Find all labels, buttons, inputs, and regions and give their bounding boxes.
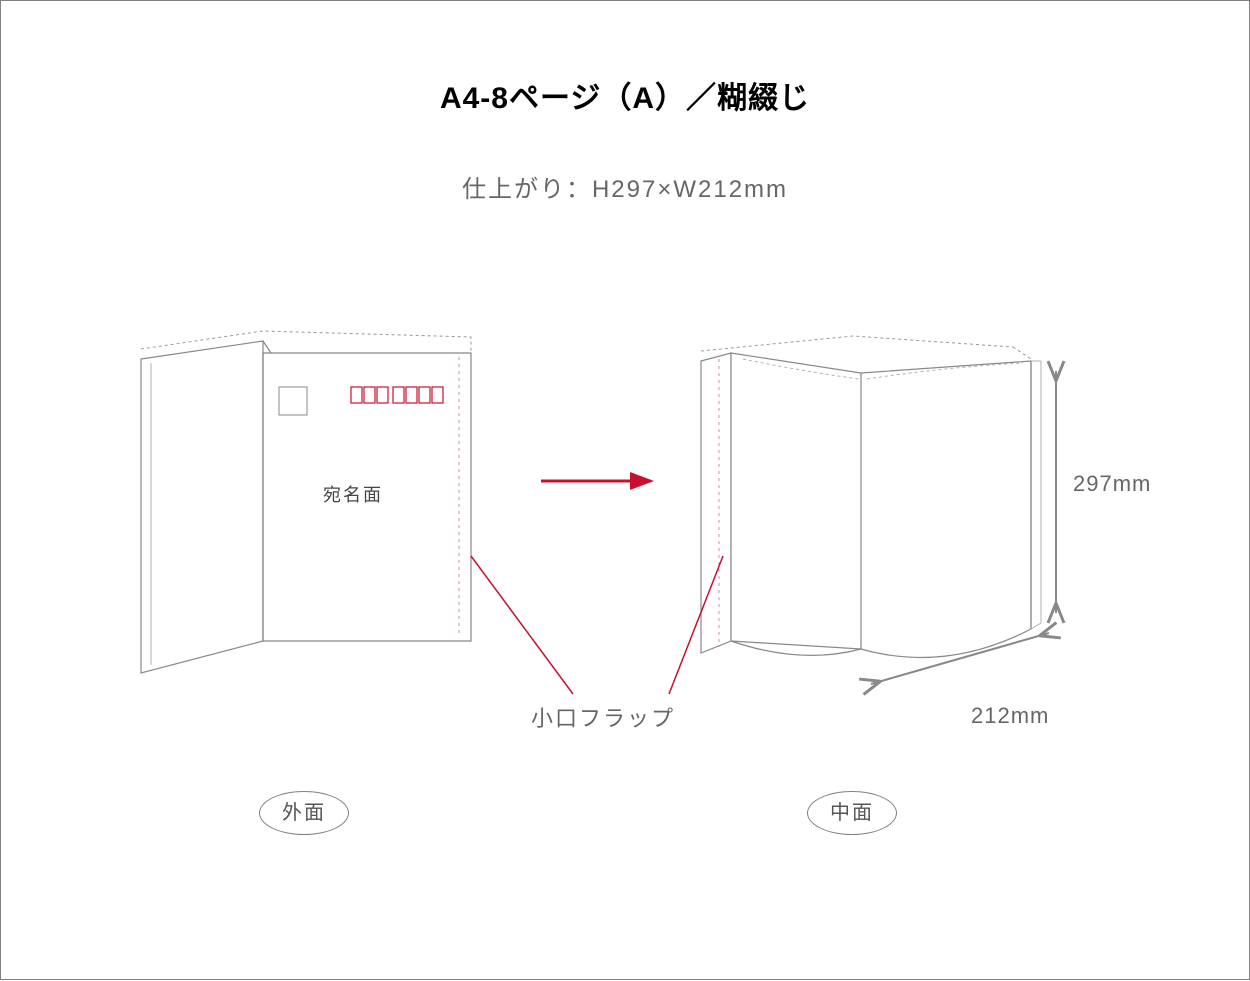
diagram-svg (1, 1, 1250, 981)
width-dimension-label: 212mm (971, 703, 1049, 729)
address-face-label: 宛名面 (323, 481, 383, 507)
right-booklet-icon (701, 336, 1041, 657)
flap-leader-left (471, 556, 573, 694)
flap-annotation: 小口フラップ (531, 701, 675, 733)
inner-face-label: 中面 (807, 791, 897, 835)
left-booklet-icon (141, 331, 471, 673)
diagram-frame: A4-8ページ（A）／糊綴じ 仕上がり：H297×W212mm (0, 0, 1250, 980)
height-dimension-label: 297mm (1073, 471, 1151, 497)
outer-face-label: 外面 (259, 791, 349, 835)
